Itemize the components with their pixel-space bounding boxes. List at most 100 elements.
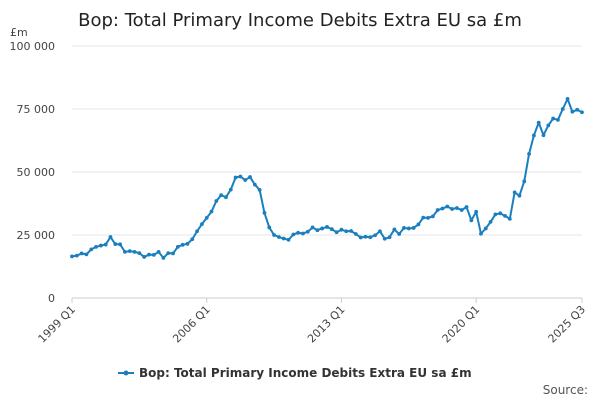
data-point: [79, 251, 84, 256]
data-point: [387, 235, 392, 240]
data-point: [305, 229, 310, 234]
y-tick-label: 75 000: [17, 103, 56, 116]
data-point: [70, 254, 74, 259]
data-point: [89, 247, 94, 252]
data-point: [368, 235, 373, 240]
y-axis-ticks: 0 25 000 50 000 75 000 100 000: [10, 40, 56, 305]
data-point: [329, 227, 334, 232]
data-point: [363, 234, 368, 239]
data-point: [190, 237, 195, 242]
data-point: [151, 253, 156, 257]
data-point: [522, 179, 527, 184]
data-point: [281, 236, 286, 241]
data-point: [488, 220, 493, 224]
data-point: [84, 252, 89, 257]
y-tick-label: 100 000: [10, 40, 56, 53]
data-point: [219, 193, 224, 198]
data-point: [180, 242, 185, 247]
x-tick-label: 2020 Q1: [440, 303, 483, 346]
data-point: [416, 222, 421, 227]
data-point: [493, 212, 498, 217]
data-point: [296, 230, 301, 235]
source-label: Source:: [543, 383, 588, 397]
data-point: [276, 235, 281, 239]
data-point: [498, 211, 503, 216]
chart-title: Bop: Total Primary Income Debits Extra E…: [78, 10, 522, 31]
series-layer: [70, 97, 584, 260]
data-point: [397, 232, 402, 236]
data-point: [272, 233, 276, 237]
x-tick-label: 2025 Q3: [546, 303, 589, 346]
data-point: [195, 229, 199, 234]
x-tick-label: 2013 Q1: [305, 303, 348, 346]
data-point: [479, 231, 483, 236]
data-point: [310, 225, 315, 230]
data-point: [301, 231, 305, 236]
data-point: [252, 182, 257, 187]
data-point: [450, 207, 454, 211]
data-point: [147, 252, 151, 257]
data-point: [94, 244, 98, 249]
data-point: [334, 230, 339, 235]
data-point: [580, 110, 584, 115]
data-point: [228, 187, 233, 192]
data-point: [344, 229, 349, 234]
data-point: [455, 206, 459, 210]
x-tick-label: 2006 Q1: [170, 303, 213, 346]
data-point: [464, 205, 469, 209]
data-point: [103, 242, 108, 247]
data-point: [185, 241, 190, 246]
data-point: [426, 215, 430, 220]
data-point: [257, 187, 262, 192]
data-point: [435, 208, 440, 212]
data-point: [378, 229, 382, 234]
data-point: [402, 226, 406, 230]
data-point: [570, 109, 575, 114]
data-point: [132, 249, 137, 254]
legend-label: Bop: Total Primary Income Debits Extra E…: [139, 366, 472, 380]
y-tick-label: 50 000: [17, 166, 56, 179]
data-point: [108, 235, 113, 239]
data-point: [320, 226, 325, 231]
data-point: [430, 214, 435, 219]
data-point: [166, 251, 171, 256]
data-point: [531, 133, 536, 138]
data-point: [527, 151, 531, 156]
data-point: [98, 243, 103, 248]
data-point: [541, 133, 546, 138]
data-point: [214, 199, 219, 203]
data-point: [445, 204, 450, 209]
data-point: [373, 233, 378, 238]
series-line: [71, 97, 583, 259]
data-point: [411, 226, 416, 230]
data-point: [209, 209, 214, 214]
legend-marker: [123, 370, 129, 376]
gridlines: [72, 45, 582, 236]
data-point: [262, 210, 267, 215]
data-point: [551, 116, 556, 121]
data-point: [517, 193, 522, 198]
data-point: [546, 123, 551, 128]
data-point: [248, 175, 252, 179]
data-point: [560, 107, 565, 111]
data-point: [421, 215, 426, 220]
data-point: [243, 178, 248, 182]
data-point: [382, 236, 387, 241]
data-point: [224, 195, 228, 200]
data-point: [358, 235, 363, 240]
data-point: [349, 229, 353, 233]
y-tick-label: 25 000: [17, 229, 56, 242]
data-point: [512, 190, 517, 195]
data-point: [353, 232, 358, 236]
data-point: [315, 228, 320, 233]
y-tick-label: 0: [48, 292, 55, 305]
data-point: [440, 206, 445, 211]
data-point: [565, 97, 570, 101]
y-axis-unit-label: £m: [10, 26, 28, 39]
data-point: [204, 215, 209, 220]
data-point: [286, 237, 291, 242]
data-point: [175, 244, 180, 249]
data-point: [200, 222, 204, 227]
data-point: [459, 208, 464, 212]
